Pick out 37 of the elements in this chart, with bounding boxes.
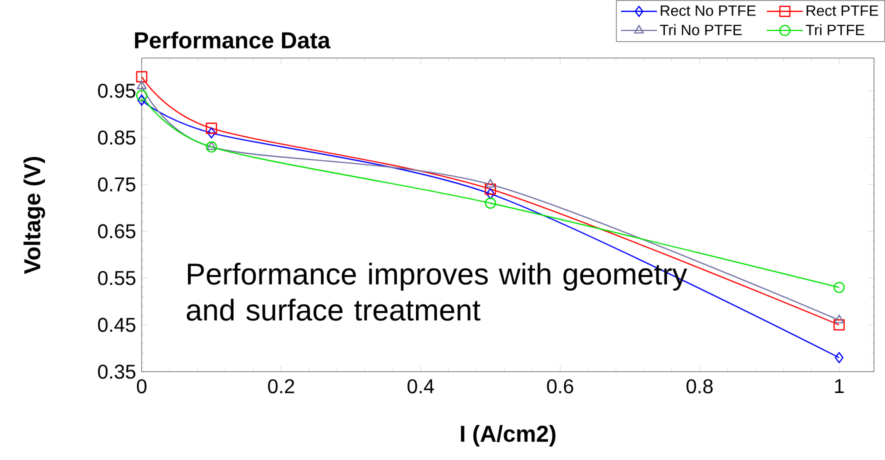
chart-title: Performance Data bbox=[135, 32, 330, 48]
y-tick-label: 0.35 bbox=[98, 364, 136, 379]
legend-label: Rect No PTFE bbox=[660, 5, 756, 16]
legend-label: Tri PTFE bbox=[806, 24, 864, 36]
point bbox=[485, 178, 496, 188]
point bbox=[206, 141, 218, 153]
point bbox=[834, 314, 844, 324]
point bbox=[136, 90, 148, 102]
point bbox=[486, 188, 495, 200]
y-axis-title: Voltage (V) bbox=[24, 156, 46, 274]
point bbox=[834, 352, 844, 364]
point bbox=[484, 184, 496, 195]
point bbox=[484, 198, 496, 209]
point bbox=[834, 282, 845, 294]
y-tick-label: 0.75 bbox=[98, 177, 136, 192]
point bbox=[136, 71, 148, 82]
point bbox=[206, 141, 216, 150]
x-tick-label: 0.4 bbox=[408, 379, 434, 394]
point bbox=[834, 319, 845, 330]
y-tick-label: 0.95 bbox=[98, 84, 136, 98]
x-tick-label: 0.2 bbox=[268, 379, 294, 394]
point bbox=[136, 80, 147, 90]
legend-label: Rect PTFE bbox=[806, 5, 878, 16]
y-tick-label: 0.85 bbox=[98, 130, 136, 145]
x-tick-label: 1 bbox=[835, 379, 844, 393]
legend-label: Tri No PTFE bbox=[660, 24, 742, 36]
x-tick-label: 0.6 bbox=[547, 379, 574, 394]
y-tick-label: 0.45 bbox=[98, 318, 136, 332]
annotation: Performance improves with geometry and surface treatment bbox=[186, 262, 688, 321]
x-tick-label: 0.8 bbox=[686, 379, 713, 394]
point bbox=[137, 94, 146, 106]
point bbox=[207, 127, 216, 139]
point bbox=[206, 122, 218, 134]
y-tick-label: 0.65 bbox=[98, 224, 136, 238]
y-tick-label: 0.55 bbox=[98, 270, 136, 286]
x-tick-label: 0 bbox=[136, 379, 146, 394]
x-axis-title: I (A/cm2) bbox=[460, 425, 556, 446]
